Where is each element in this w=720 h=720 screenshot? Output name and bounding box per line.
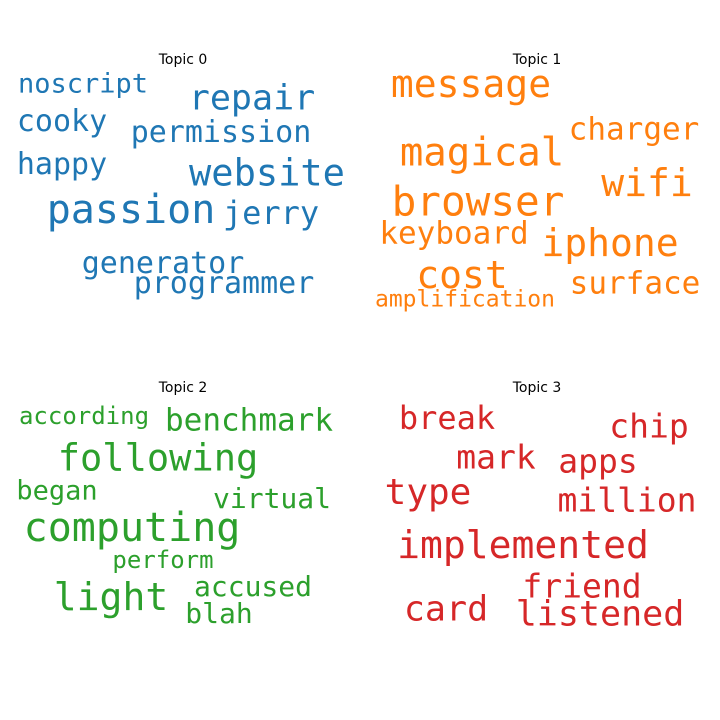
word-label: accused (193, 570, 313, 603)
panel-title: Topic 3 (512, 380, 562, 396)
word-label: iphone (541, 221, 679, 265)
word-label: according (18, 402, 150, 430)
word-label: magical (399, 130, 565, 176)
word-label: programmer (133, 266, 315, 301)
word-label: blah (185, 597, 253, 630)
word-label: computing (23, 505, 241, 551)
word-label: browser (391, 177, 565, 226)
word-label: mark (456, 437, 536, 477)
word-label: cooky (16, 104, 108, 139)
word-label: card (403, 589, 489, 630)
word-label: chip (609, 406, 689, 446)
word-label: charger (568, 111, 700, 148)
word-label: implemented (397, 523, 649, 567)
word-label: perform (112, 546, 214, 574)
word-label: light (53, 575, 169, 619)
word-label: repair (188, 78, 316, 119)
word-label: virtual (212, 482, 332, 515)
word-label: apps (558, 441, 638, 481)
panel-title: Topic 0 (158, 52, 208, 68)
word-label: surface (569, 265, 701, 302)
word-label: passion (46, 187, 216, 233)
panel-title: Topic 1 (512, 52, 562, 68)
word-label: began (16, 475, 98, 507)
word-label: following (57, 436, 259, 480)
word-label: permission (130, 115, 312, 150)
word-label: message (390, 62, 552, 106)
word-label: million (557, 480, 697, 520)
word-label: jerry (222, 194, 320, 232)
word-label: keyboard (379, 215, 529, 252)
word-label: generator (81, 246, 245, 281)
word-label: break (398, 399, 496, 437)
word-label: noscript (17, 68, 149, 100)
word-label: wifi (601, 161, 693, 205)
word-label: amplification (374, 286, 556, 313)
word-label: website (189, 151, 345, 195)
word-label: benchmark (165, 402, 333, 439)
word-label: happy (16, 147, 108, 182)
word-label: friend (522, 566, 642, 606)
word-label: cost (416, 253, 508, 297)
word-label: type (384, 472, 472, 513)
word-label: listened (515, 594, 685, 635)
panel-title: Topic 2 (158, 380, 208, 396)
